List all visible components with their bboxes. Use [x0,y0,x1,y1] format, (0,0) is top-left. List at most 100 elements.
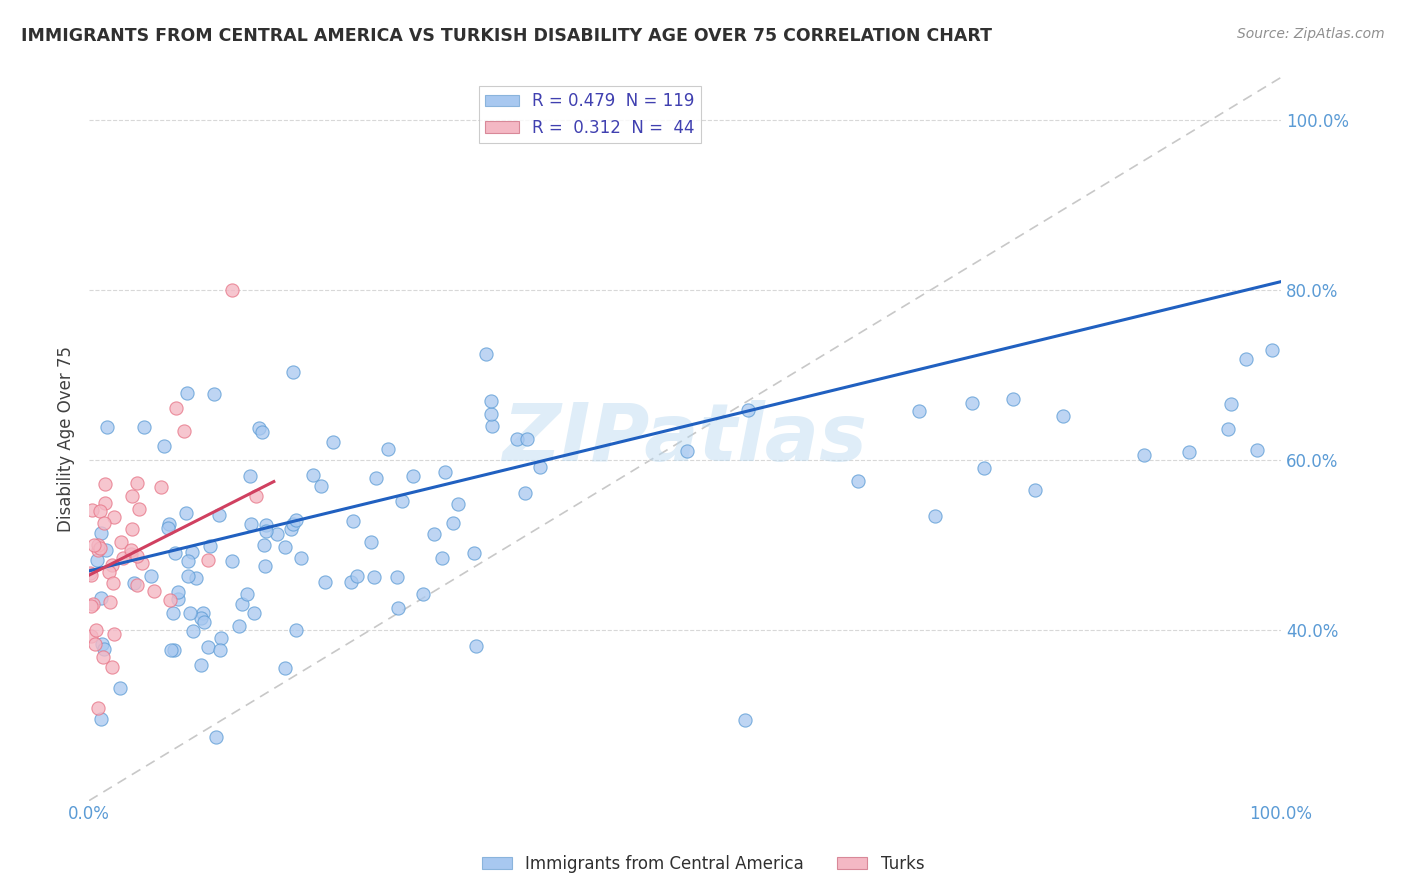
Point [79,566,101,581]
Point [481,419,503,434]
Legend: R = 0.479  N = 119, R =  0.312  N =  44: R = 0.479 N = 119, R = 0.312 N = 44 [479,86,702,144]
Point [676,444,699,458]
Point [202,387,225,401]
Point [465,639,488,653]
Point [209,642,232,657]
Text: Source: ZipAtlas.com: Source: ZipAtlas.com [1237,27,1385,41]
Point [197,553,219,567]
Point [176,506,198,520]
Point [87,538,110,552]
Point [1234,351,1257,366]
Point [221,554,243,568]
Point [86,553,108,567]
Point [179,606,201,620]
Point [924,509,946,524]
Point [96,419,118,434]
Point [181,545,204,559]
Point [101,558,124,572]
Point [423,527,446,541]
Point [198,539,221,553]
Point [360,535,382,549]
Point [1133,448,1156,462]
Point [377,442,399,456]
Point [846,474,869,488]
Point [463,546,485,560]
Point [80,568,103,582]
Point [82,597,104,611]
Point [479,393,502,408]
Point [101,660,124,674]
Point [209,631,232,645]
Point [93,642,115,657]
Point [82,503,104,517]
Point [254,559,277,574]
Point [447,497,470,511]
Point [163,545,186,559]
Text: ZIPatlas: ZIPatlas [502,400,868,478]
Point [960,396,983,410]
Point [191,607,214,621]
Point [93,516,115,530]
Point [529,459,551,474]
Point [159,642,181,657]
Point [93,650,115,665]
Point [221,283,243,297]
Point [266,527,288,541]
Point [153,439,176,453]
Point [231,597,253,611]
Point [98,565,121,579]
Point [1178,444,1201,458]
Point [120,542,142,557]
Point [89,504,111,518]
Point [208,508,231,523]
Point [245,489,267,503]
Point [340,574,363,589]
Point [197,640,219,655]
Point [166,592,188,607]
Point [254,524,277,538]
Point [364,471,387,485]
Point [83,538,105,552]
Point [281,516,304,531]
Point [163,643,186,657]
Point [908,404,931,418]
Point [165,401,187,415]
Point [285,623,308,637]
Point [103,510,125,524]
Point [120,547,142,561]
Point [110,535,132,549]
Point [385,570,408,584]
Point [228,619,250,633]
Point [301,467,323,482]
Point [243,606,266,620]
Point [190,657,212,672]
Point [98,595,121,609]
Point [141,568,163,582]
Point [94,477,117,491]
Point [121,522,143,536]
Point [86,542,108,557]
Point [290,550,312,565]
Point [734,713,756,727]
Point [193,615,215,629]
Point [176,386,198,401]
Point [346,569,368,583]
Point [128,502,150,516]
Point [162,606,184,620]
Point [273,541,295,555]
Point [89,541,111,555]
Y-axis label: Disability Age Over 75: Disability Age Over 75 [58,346,75,532]
Point [474,347,496,361]
Point [121,489,143,503]
Point [401,468,423,483]
Point [479,407,502,421]
Point [363,570,385,584]
Point [516,432,538,446]
Point [309,479,332,493]
Point [159,592,181,607]
Point [1219,397,1241,411]
Point [250,425,273,440]
Point [322,435,344,450]
Point [1261,343,1284,357]
Point [181,624,204,638]
